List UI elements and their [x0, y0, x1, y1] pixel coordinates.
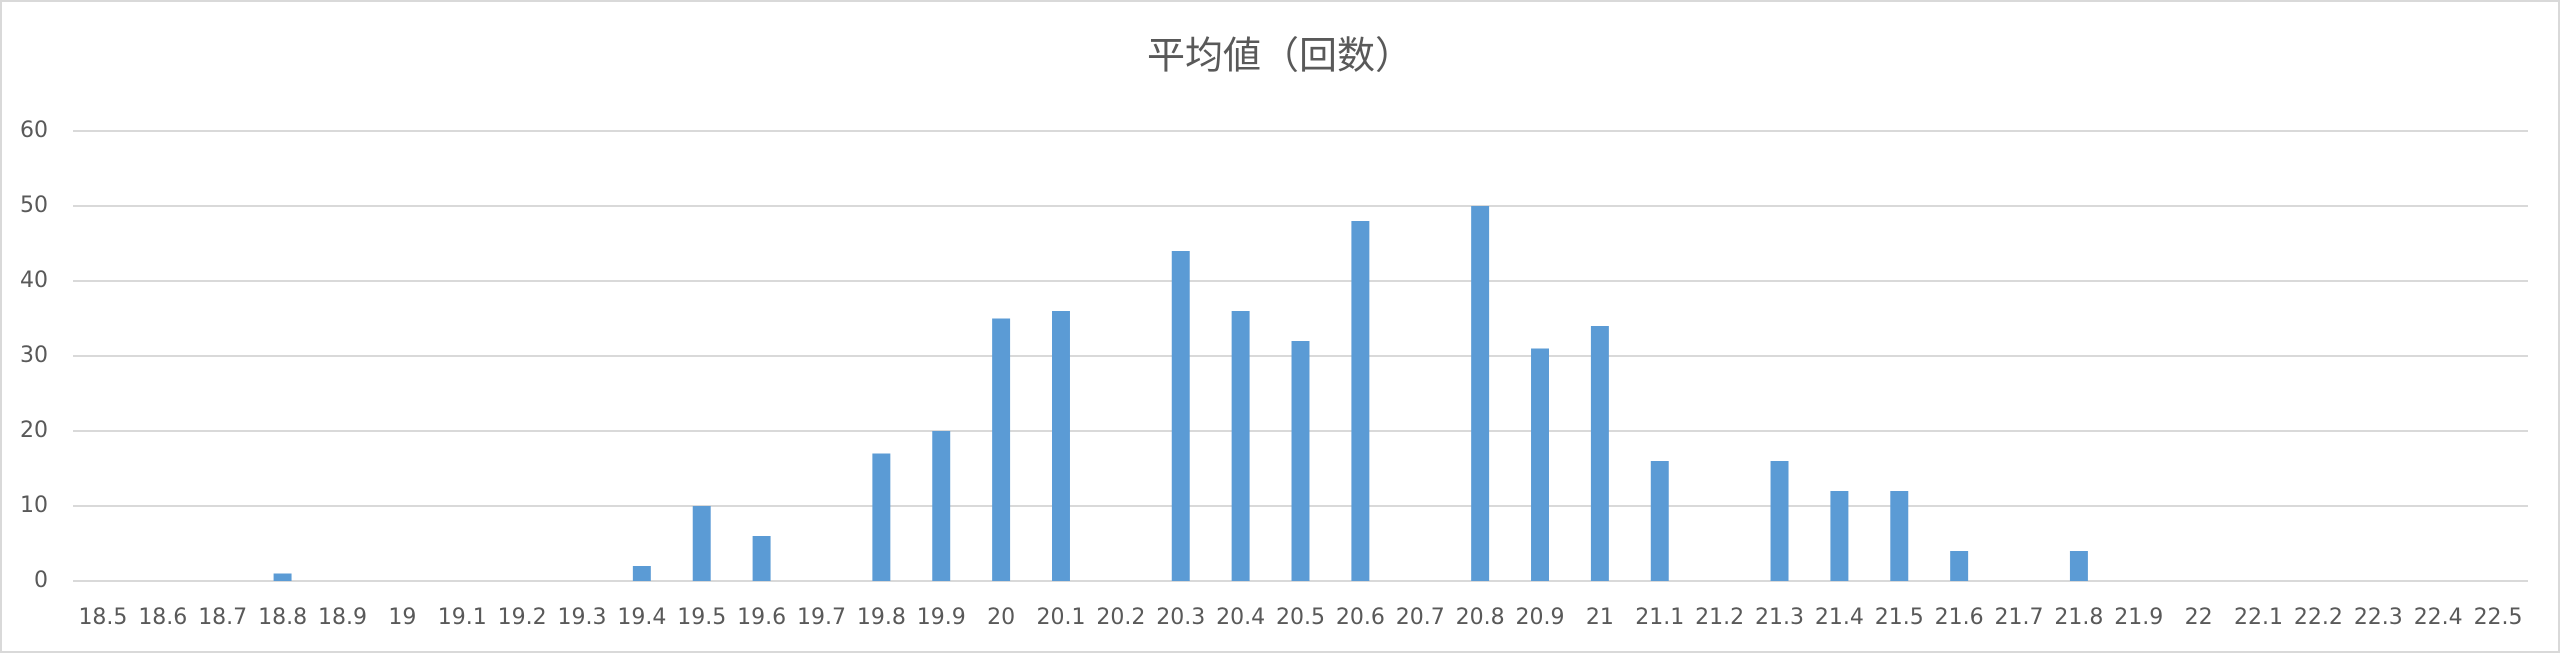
y-tick-label: 10: [20, 493, 48, 518]
bar: [932, 431, 951, 581]
x-tick-label: 18.8: [258, 605, 307, 630]
bar: [1171, 251, 1190, 581]
x-tick-label: 22.3: [2354, 605, 2403, 630]
x-tick-label: 21.9: [2114, 605, 2163, 630]
bar: [992, 318, 1011, 581]
x-tick-label: 20.3: [1156, 605, 1205, 630]
y-tick-label: 50: [20, 193, 48, 218]
x-tick-label: 18.5: [78, 605, 127, 630]
bar: [1890, 491, 1909, 581]
x-tick-label: 21.2: [1695, 605, 1744, 630]
x-tick-label: 19.7: [797, 605, 846, 630]
bar: [752, 536, 771, 581]
x-tick-label: 18.7: [198, 605, 247, 630]
x-tick-label: 21.3: [1755, 605, 1804, 630]
bar: [872, 453, 891, 581]
bar: [1830, 491, 1849, 581]
x-tick-label: 22.1: [2234, 605, 2283, 630]
chart-title: 平均値（回数）: [1147, 34, 1413, 78]
bar: [692, 506, 711, 581]
x-tick-label: 20.4: [1216, 605, 1265, 630]
x-tick-label: 22.4: [2414, 605, 2463, 630]
x-tick-label: 20.7: [1396, 605, 1445, 630]
x-tick-label: 19.8: [857, 605, 906, 630]
x-tick-label: 22: [2185, 605, 2213, 630]
x-tick-label: 18.9: [318, 605, 367, 630]
x-tick-label: 19.1: [438, 605, 487, 630]
bar: [1650, 461, 1669, 581]
x-tick-label: 21.1: [1635, 605, 1684, 630]
x-tick-label: 19.3: [557, 605, 606, 630]
bar: [1351, 221, 1370, 581]
bar: [1770, 461, 1789, 581]
x-tick-label: 21.6: [1935, 605, 1984, 630]
y-tick-label: 40: [20, 268, 48, 293]
x-tick-label: 19.6: [737, 605, 786, 630]
x-tick-label: 19.4: [617, 605, 666, 630]
bar: [2069, 551, 2088, 581]
bar: [1531, 348, 1549, 581]
bar: [1291, 341, 1310, 581]
x-tick-label: 21: [1586, 605, 1614, 630]
x-tick-label: 18.6: [138, 605, 187, 630]
x-tick-label: 20.8: [1456, 605, 1505, 630]
x-tick-label: 19.9: [917, 605, 966, 630]
y-tick-label: 0: [34, 568, 48, 593]
bar: [273, 573, 292, 581]
x-tick-label: 22.2: [2294, 605, 2343, 630]
x-tick-label: 22.5: [2474, 605, 2523, 630]
x-tick-label: 19: [388, 605, 416, 630]
x-tick-label: 21.8: [2054, 605, 2103, 630]
bar: [1590, 326, 1609, 581]
x-tick-label: 21.7: [1995, 605, 2044, 630]
x-tick-label: 20.9: [1516, 605, 1565, 630]
bar: [1471, 206, 1490, 581]
x-tick-label: 20: [987, 605, 1015, 630]
x-tick-label: 19.5: [677, 605, 726, 630]
y-tick-label: 60: [20, 118, 48, 143]
x-tick-label: 21.4: [1815, 605, 1864, 630]
bar: [1052, 311, 1070, 581]
x-tick-label: 19.2: [498, 605, 547, 630]
bar: [632, 566, 651, 581]
bar: [1950, 551, 1969, 581]
x-tick-label: 20.2: [1096, 605, 1145, 630]
x-tick-label: 20.5: [1276, 605, 1325, 630]
x-tick-label: 20.1: [1036, 605, 1085, 630]
x-tick-label: 20.6: [1336, 605, 1385, 630]
y-tick-label: 20: [20, 418, 48, 443]
x-tick-label: 21.5: [1875, 605, 1924, 630]
y-tick-label: 30: [20, 343, 48, 368]
bar: [1231, 311, 1250, 581]
